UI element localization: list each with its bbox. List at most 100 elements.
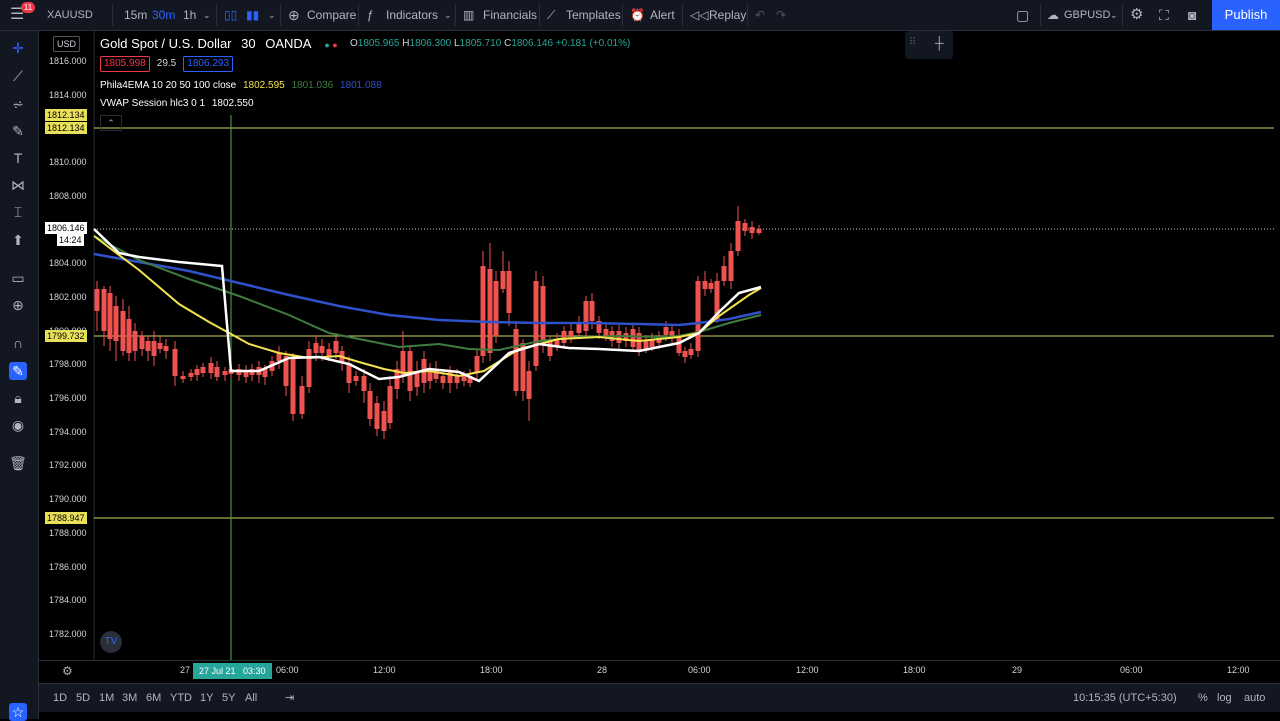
price-chart[interactable] — [39, 31, 1280, 660]
ema-legend[interactable]: Phila4EMA 10 20 50 100 close 1802.595 18… — [100, 80, 382, 91]
brush-icon[interactable]: ✎ — [12, 123, 24, 139]
floating-toolbar[interactable]: ⠿ ┼ — [905, 31, 953, 59]
financials-button[interactable]: Financials — [483, 8, 538, 22]
vertical-line-icon[interactable]: ┼ — [935, 36, 944, 50]
range-ytd[interactable]: YTD — [170, 692, 192, 704]
fib-icon[interactable]: ⩫ — [12, 96, 24, 112]
bars-style-icon[interactable]: ▮▮ — [246, 8, 260, 22]
templates-button[interactable]: Templates — [566, 8, 621, 22]
range-3m[interactable]: 3M — [122, 692, 138, 704]
range-all[interactable]: All — [245, 692, 258, 704]
measure-icon[interactable]: ⌶ — [13, 204, 23, 220]
time-axis[interactable]: ⚙ 27 06:00 12:00 18:00 28 06:00 12:00 18:00 29 06… — [39, 660, 1280, 683]
chevron-down-icon[interactable]: ⌄ — [268, 10, 276, 20]
time-tick: 06:00 — [276, 665, 299, 675]
stay-drawing-icon[interactable]: ✎ — [9, 362, 27, 380]
range-1d[interactable]: 1D — [53, 692, 68, 704]
range-6m[interactable]: 6M — [146, 692, 162, 704]
candle-body — [568, 331, 574, 339]
chevron-down-icon[interactable]: ⌄ — [203, 10, 211, 20]
publish-button[interactable]: Publish — [1212, 0, 1280, 30]
price-tick: 1802.000 — [49, 291, 87, 302]
settings-icon[interactable]: ⚙ — [1130, 6, 1144, 23]
lock-icon[interactable]: 🔒︎ — [14, 390, 22, 406]
candle-body — [493, 281, 499, 336]
chevron-down-icon[interactable]: ⌄ — [1110, 10, 1118, 20]
magnet-icon[interactable]: ∩ — [12, 335, 24, 351]
candle-body — [306, 349, 312, 387]
candle-body — [126, 319, 132, 353]
candle-body — [346, 363, 352, 383]
redo-icon[interactable]: ↷ — [776, 8, 787, 22]
goto-date-icon[interactable]: ⇥ — [285, 692, 295, 704]
source-text: OANDA — [265, 36, 311, 51]
currency-selector[interactable]: USD — [53, 36, 81, 52]
range-5y[interactable]: 5Y — [222, 692, 236, 704]
interval-30m[interactable]: 30m — [152, 8, 176, 22]
compare-plus-icon[interactable]: ⊕ — [288, 7, 300, 23]
candle-body — [643, 341, 649, 349]
star-icon[interactable]: ☆ — [9, 703, 27, 721]
percent-toggle[interactable]: % — [1198, 692, 1208, 704]
settings-icon[interactable]: ⚙ — [62, 664, 73, 678]
notification-badge: 11 — [21, 2, 35, 13]
range-1y[interactable]: 1Y — [200, 692, 214, 704]
price-tick: 1816.000 — [49, 56, 87, 66]
range-1m[interactable]: 1M — [99, 692, 115, 704]
alert-icon[interactable]: ⏰ — [630, 8, 645, 22]
ask-price[interactable]: 1806.293 — [183, 56, 234, 72]
camera-icon[interactable]: ◙ — [1188, 7, 1197, 23]
clock-text[interactable]: 10:15:35 (UTC+5:30) — [1073, 692, 1177, 704]
price-tick: 1790.000 — [49, 494, 87, 505]
crosshair-icon[interactable]: ✛ — [12, 40, 24, 56]
alert-button[interactable]: Alert — [650, 8, 675, 22]
candle-body — [500, 271, 506, 289]
ruler-icon[interactable]: ▭ — [11, 270, 25, 286]
eye-icon[interactable]: ◉ — [11, 417, 25, 433]
candle-body — [728, 251, 734, 281]
candle-body — [589, 301, 595, 321]
candle-body — [480, 266, 486, 356]
price-tick: 1808.000 — [49, 190, 87, 201]
indicators-button[interactable]: Indicators — [386, 8, 439, 22]
interval-1h[interactable]: 1h — [183, 8, 197, 22]
arrow-up-icon[interactable]: ⬆ — [12, 232, 24, 248]
indicators-icon[interactable]: ƒ — [367, 8, 374, 22]
replay-icon[interactable]: ◁◁ — [690, 8, 709, 22]
tradingview-logo: TV — [100, 631, 122, 653]
range-5d[interactable]: 5D — [76, 692, 91, 704]
pattern-icon[interactable]: ⋈ — [11, 177, 25, 193]
menu-icon[interactable]: ☰ — [10, 6, 25, 23]
trash-icon[interactable]: 🗑︎ — [9, 455, 27, 471]
trend-line-icon[interactable]: ⟋ — [13, 68, 23, 84]
bid-price[interactable]: 1805.998 — [100, 56, 150, 72]
layout-name[interactable]: GBPUSD — [1064, 9, 1111, 21]
interval-15m[interactable]: 15m — [124, 8, 148, 22]
replay-button[interactable]: Replay — [709, 8, 747, 22]
candles-icon[interactable]: ▯▯ — [224, 8, 238, 22]
chevron-down-icon[interactable]: ⌄ — [444, 10, 452, 20]
undo-icon[interactable]: ↶ — [755, 8, 766, 22]
candle-body — [513, 329, 519, 391]
layout-toggle-icon[interactable]: ▢ — [1016, 7, 1030, 23]
top-toolbar: ☰ 11 XAUUSD 15m 30m 1h ⌄ ▯▯ ▮▮ ⌄ ⊕ Compa… — [0, 0, 1280, 31]
candle-body — [262, 369, 268, 377]
status-dot-red: ● — [332, 40, 338, 50]
drag-handle-icon[interactable]: ⠿ — [909, 37, 917, 48]
fullscreen-icon[interactable]: ⛶ — [1159, 7, 1169, 23]
candle-body — [313, 343, 319, 353]
compare-button[interactable]: Compare — [307, 8, 357, 22]
log-toggle[interactable]: log — [1217, 692, 1232, 704]
templates-icon[interactable]: ⟋ — [547, 8, 556, 22]
price-tick: 1814.000 — [49, 89, 87, 100]
chart-pane[interactable]: 1816.0001814.0001812.0001810.0001808.000… — [39, 31, 1280, 660]
candle-body — [576, 323, 582, 333]
time-tick: 06:00 — [688, 665, 711, 675]
auto-toggle[interactable]: auto — [1244, 692, 1266, 704]
vwap-legend[interactable]: VWAP Session hlc3 0 1 1802.550 — [100, 98, 254, 109]
text-icon[interactable]: T — [13, 150, 23, 166]
symbol-search[interactable]: XAUUSD — [47, 9, 93, 21]
financials-icon[interactable]: ▥ — [463, 8, 475, 22]
collapse-legend-icon[interactable]: ⌃ — [100, 115, 122, 131]
zoom-icon[interactable]: ⊕ — [12, 297, 24, 313]
